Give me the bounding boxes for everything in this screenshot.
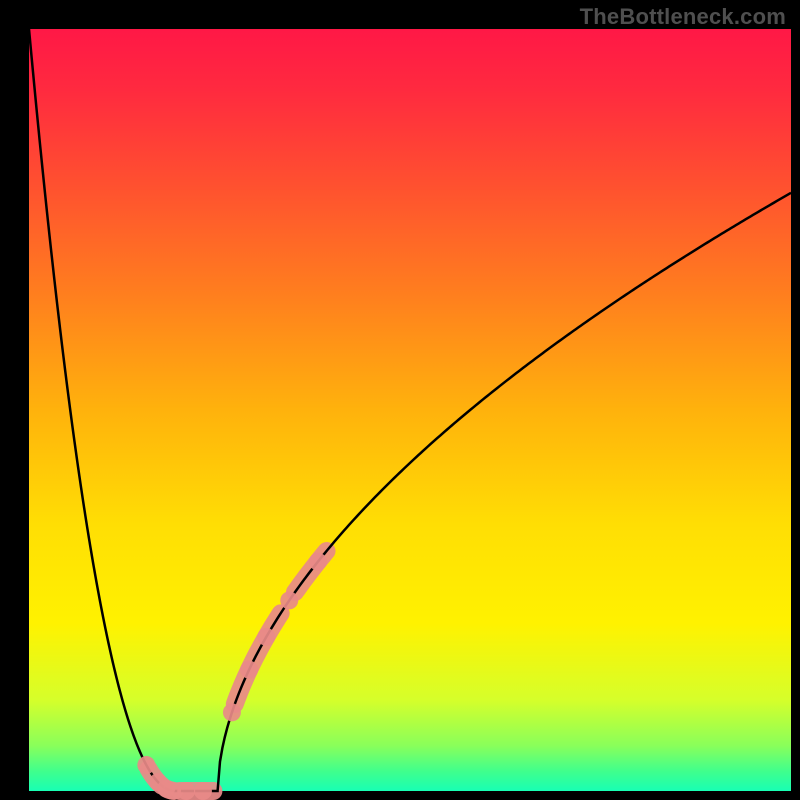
marker-dot [280,591,298,609]
marker-dot [257,628,275,646]
watermark-label: TheBottleneck.com [580,4,786,30]
bottleneck-chart [0,0,800,800]
marker-dot [177,782,195,800]
marker-dot [194,782,212,800]
marker-dot [223,703,241,721]
marker-dot [137,756,155,774]
marker-dot [309,553,327,571]
chart-root: TheBottleneck.com [0,0,800,800]
marker-dot [240,661,258,679]
plot-background [29,29,791,791]
